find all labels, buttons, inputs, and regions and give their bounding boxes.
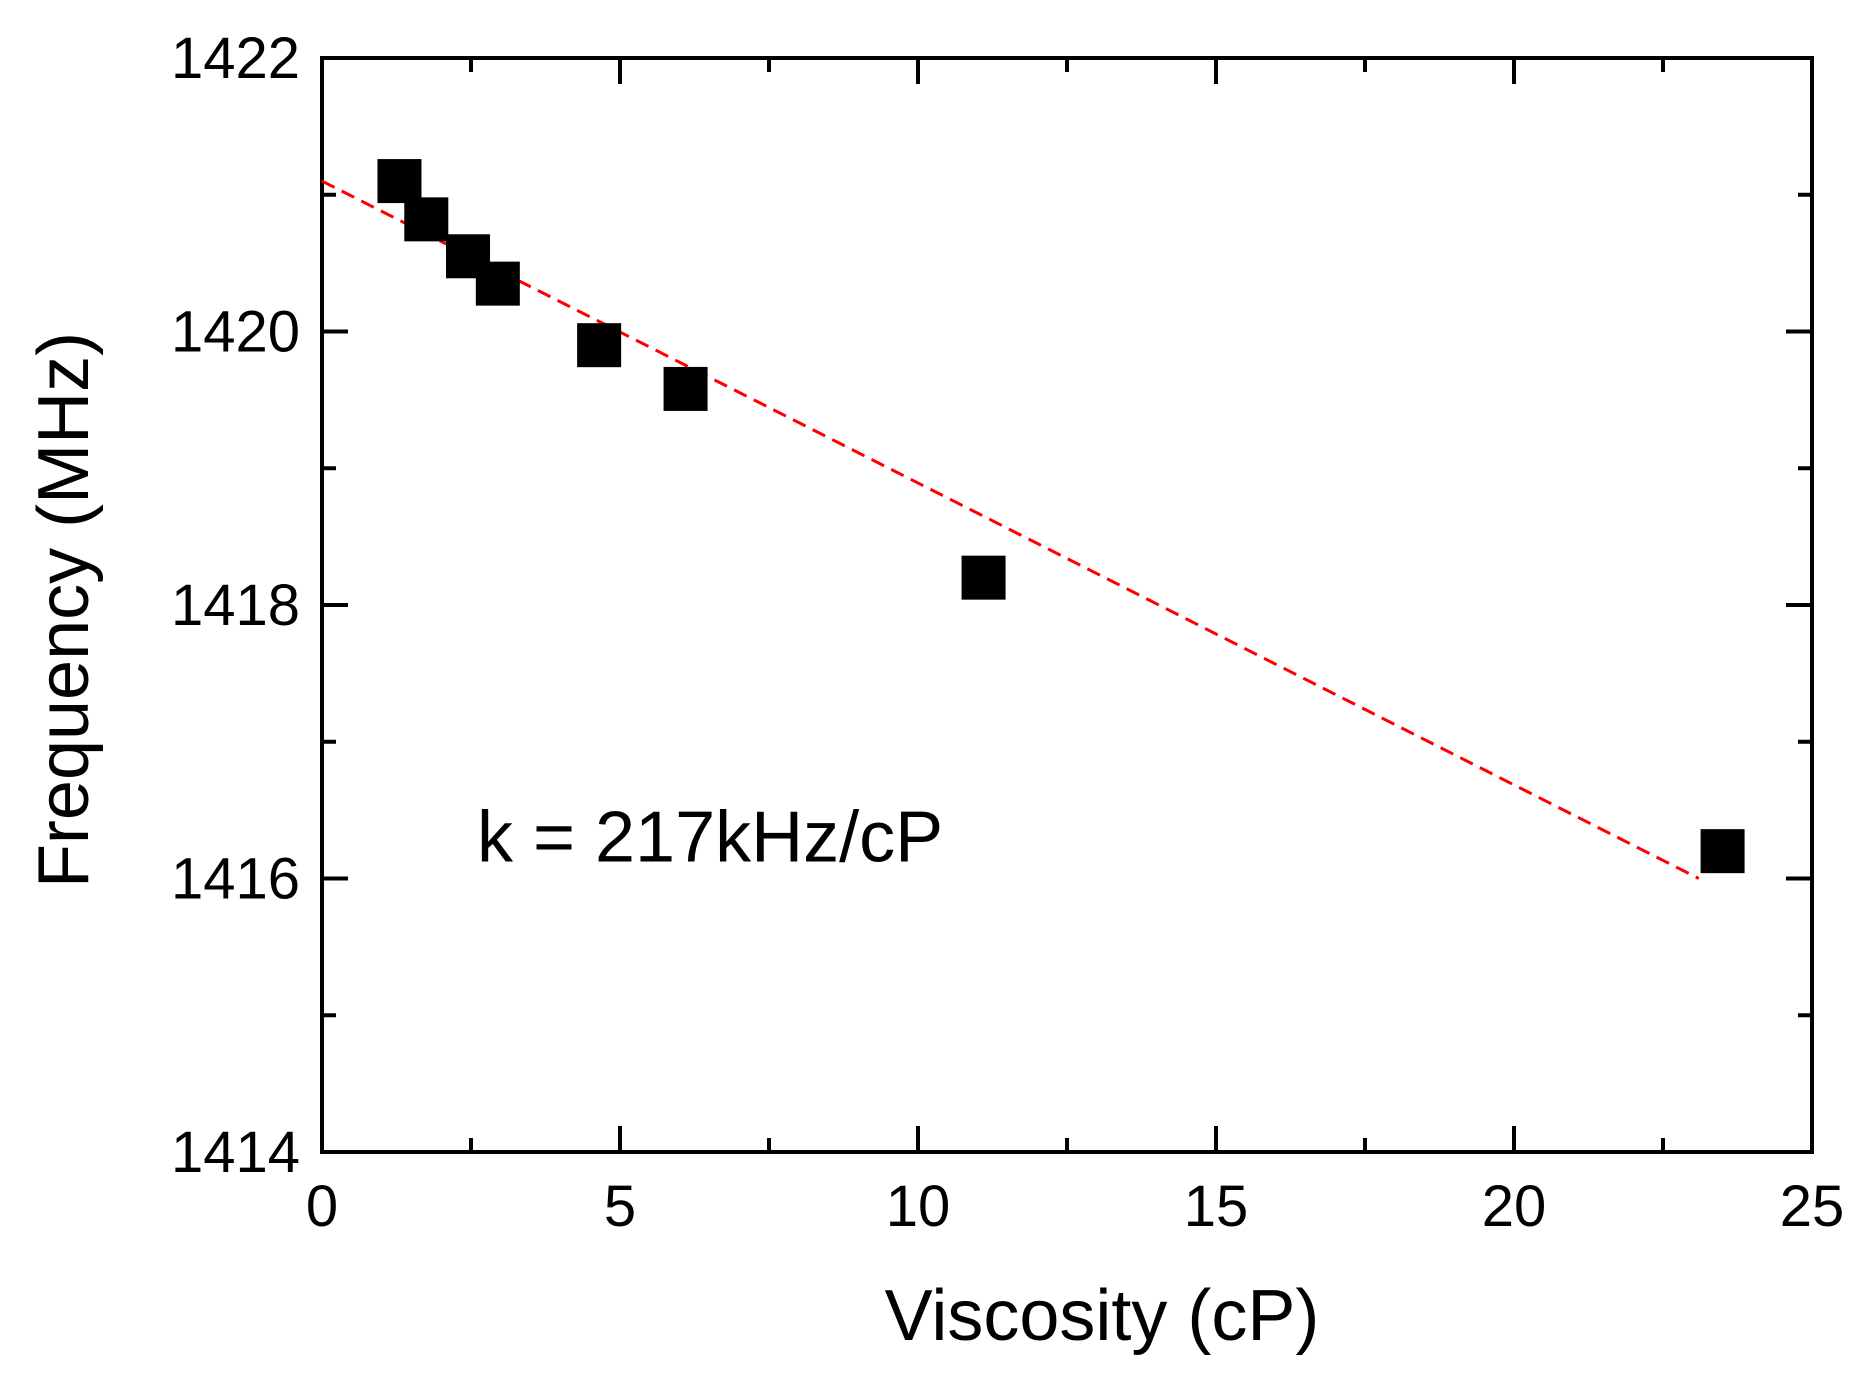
x-tick-labels: 0 5 10 15 20 25 xyxy=(306,1174,1844,1239)
x-tick-label: 10 xyxy=(886,1174,951,1239)
x-tick-label: 25 xyxy=(1780,1174,1845,1239)
x-tick-label: 0 xyxy=(306,1174,338,1239)
data-point-marker xyxy=(961,555,1006,600)
y-axis-title: Frequency (MHz) xyxy=(24,332,104,888)
data-point-marker xyxy=(663,366,708,411)
y-tick-label: 1422 xyxy=(171,26,300,91)
data-point-marker xyxy=(475,261,520,306)
data-point-marker xyxy=(377,159,422,204)
x-axis-title: Viscosity (cP) xyxy=(885,1276,1320,1356)
minor-ticks xyxy=(322,58,1812,1152)
linear-fit-line xyxy=(321,179,1700,880)
plot-area: 0 5 10 15 20 25 1414 1416 1418 1420 1422 xyxy=(171,26,1844,1239)
major-ticks xyxy=(320,56,1814,1154)
x-tick-label: 5 xyxy=(604,1174,636,1239)
slope-annotation: k = 217kHz/cP xyxy=(477,797,943,877)
y-tick-label: 1416 xyxy=(171,847,300,912)
plot-frame xyxy=(320,56,1814,1154)
data-point-marker xyxy=(1700,829,1745,874)
x-tick-label: 20 xyxy=(1482,1174,1547,1239)
y-tick-labels: 1414 1416 1418 1420 1422 xyxy=(171,26,300,1185)
x-tick-label: 15 xyxy=(1184,1174,1249,1239)
y-tick-label: 1414 xyxy=(171,1120,300,1185)
data-markers xyxy=(377,159,1745,874)
data-point-marker xyxy=(404,197,449,242)
data-point-marker xyxy=(577,323,622,368)
y-tick-label: 1418 xyxy=(171,573,300,638)
y-tick-label: 1420 xyxy=(171,300,300,365)
